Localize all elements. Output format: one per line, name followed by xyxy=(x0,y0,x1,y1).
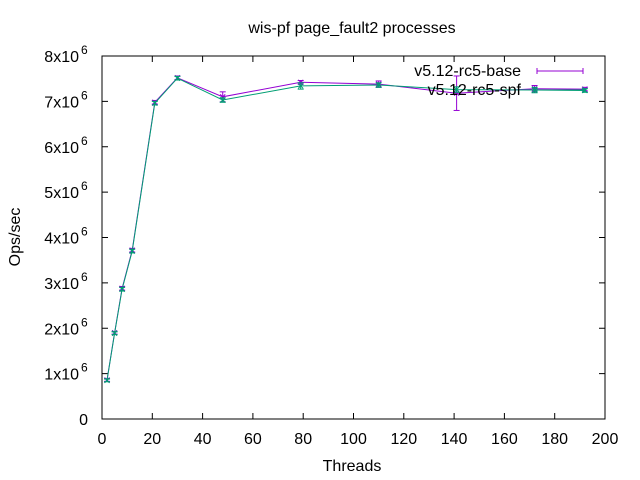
data-point xyxy=(219,97,226,103)
x-axis-label: Threads xyxy=(323,458,382,475)
series-2 xyxy=(104,75,588,384)
y-tick-label: 3x10 xyxy=(44,276,79,293)
y-tick-label: 4x10 xyxy=(44,231,79,248)
y-tick-exponent: 6 xyxy=(81,270,88,284)
y-tick-label: 1x10 xyxy=(44,367,79,384)
y-axis-label: Ops/sec xyxy=(7,208,24,267)
y-tick-label: 6x10 xyxy=(44,140,79,157)
x-tick-label: 60 xyxy=(244,431,262,448)
legend: v5.12-rc5-base v5.12-rc5-spf xyxy=(414,63,584,99)
y-tick-exponent: 6 xyxy=(81,134,88,148)
data-point xyxy=(119,286,125,293)
series-1 xyxy=(104,74,588,383)
data-point xyxy=(151,100,158,107)
data-point xyxy=(104,377,110,384)
y-tick-label: 2x10 xyxy=(44,321,79,338)
x-tick-label: 180 xyxy=(541,431,568,448)
data-point xyxy=(453,86,460,93)
y-tick-exponent: 6 xyxy=(81,361,88,375)
x-tick-label: 160 xyxy=(491,431,518,448)
x-tick-label: 120 xyxy=(390,431,417,448)
x-tick-label: 140 xyxy=(441,431,468,448)
y-tick-label: 0 xyxy=(79,412,88,429)
data-point xyxy=(375,82,382,88)
y-tick-exponent: 6 xyxy=(81,43,88,57)
legend-label: v5.12-rc5-base xyxy=(414,63,521,80)
x-tick-label: 80 xyxy=(294,431,312,448)
data-point xyxy=(531,87,538,93)
y-tick-exponent: 6 xyxy=(81,315,88,329)
data-point xyxy=(111,330,118,337)
x-tick-label: 40 xyxy=(194,431,212,448)
y-tick-label: 8x10 xyxy=(44,49,79,66)
y-tick-exponent: 6 xyxy=(81,88,88,102)
chart-title: wis-pf page_fault2 processes xyxy=(247,20,455,37)
x-tick-label: 0 xyxy=(98,431,107,448)
y-tick-exponent: 6 xyxy=(81,179,88,193)
plot-axes xyxy=(101,55,606,420)
data-point xyxy=(129,248,136,254)
y-tick-label: 5x10 xyxy=(44,185,79,202)
series-line xyxy=(106,77,585,381)
y-tick-label: 7x10 xyxy=(44,94,79,111)
x-tick-label: 100 xyxy=(340,431,367,448)
legend-label: v5.12-rc5-spf xyxy=(428,82,522,99)
series-layer xyxy=(104,74,588,384)
data-point xyxy=(174,75,181,82)
data-point xyxy=(297,83,304,89)
plot-border xyxy=(101,55,606,420)
x-tick-label: 200 xyxy=(592,431,619,448)
series-line xyxy=(106,77,585,381)
x-tick-label: 20 xyxy=(143,431,161,448)
y-tick-exponent: 6 xyxy=(81,225,88,239)
